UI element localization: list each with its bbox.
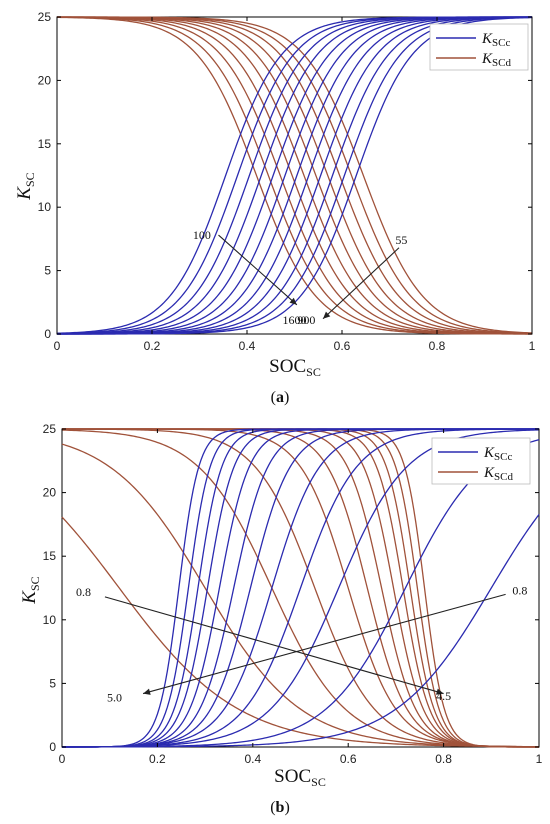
x-tick-label: 0.8	[429, 339, 446, 353]
legend-box	[431, 437, 531, 485]
x-tick-label: 0.2	[144, 339, 161, 353]
x-axis-label-a: SOCSC	[269, 356, 321, 379]
y-tick-label: 10	[43, 613, 57, 627]
annotation-label: 0.8	[512, 584, 527, 598]
legend-a: KSCc KSCd	[429, 23, 529, 71]
series-line-kscd-2	[61, 443, 540, 748]
annotation-label: 5.0	[107, 690, 122, 704]
annotation-label: 4.5	[436, 689, 451, 703]
legend-label: KSCc	[481, 31, 510, 49]
x-tick-label: 0.4	[244, 752, 261, 766]
y-tick-label: 0	[49, 740, 56, 754]
y-tick-label: 15	[43, 549, 57, 563]
x-tick-label: 0.2	[149, 752, 166, 766]
annotation-arrow	[322, 247, 400, 320]
y-tick-label: 20	[38, 73, 52, 87]
annotation-label: 55	[395, 233, 407, 247]
annotation-label: 900	[297, 313, 315, 327]
y-tick-label: 20	[43, 486, 57, 500]
annotation-arrowhead	[435, 688, 444, 695]
annotation-arrowhead	[143, 688, 151, 695]
y-tick-label: 5	[44, 264, 51, 278]
y-axis-label-b: KSC	[19, 576, 42, 604]
legend-box	[429, 23, 529, 71]
annotation-arrow	[104, 596, 444, 695]
legend-label: KSCd	[481, 51, 511, 69]
legend-label: KSCc	[483, 445, 512, 463]
series-line-kscc-12	[62, 514, 540, 748]
x-tick-label: 0.6	[340, 752, 357, 766]
caption-a: (a)	[271, 389, 290, 406]
y-tick-label: 10	[38, 200, 52, 214]
y-tick-label: 25	[38, 10, 52, 24]
series-line-kscd-10	[57, 16, 533, 334]
series-line-kscc-11	[62, 439, 540, 748]
x-tick-label: 0.4	[239, 339, 256, 353]
y-tick-label: 25	[43, 422, 57, 436]
legend-label: KSCd	[483, 465, 513, 483]
annotation-arrow	[142, 593, 506, 695]
x-axis-label-b: SOCSC	[274, 766, 326, 789]
annotations-b: 0.8 4.5 5.0 0.8	[76, 584, 527, 705]
x-tick-label: 0	[54, 339, 61, 353]
x-tick-label: 0	[59, 752, 66, 766]
curves-b	[61, 428, 540, 748]
x-tick-label: 1	[529, 339, 536, 353]
annotation-arrow	[218, 234, 298, 306]
plot-area-a	[56, 16, 533, 335]
annotation-label: 100	[193, 228, 211, 242]
y-tick-label: 5	[49, 676, 56, 690]
annotation-label: 0.8	[76, 585, 91, 599]
x-tick-label: 0.6	[334, 339, 351, 353]
y-tick-label: 15	[38, 137, 52, 151]
caption-b: (b)	[270, 799, 290, 816]
x-tick-label: 0.8	[435, 752, 452, 766]
y-axis-label-a: KSC	[14, 172, 37, 200]
legend-b: KSCc KSCd	[431, 437, 531, 485]
y-tick-label: 0	[44, 327, 51, 341]
x-tick-label: 1	[536, 752, 543, 766]
annotation-arrowhead	[323, 311, 331, 319]
annotation-arrowhead	[289, 297, 297, 305]
annotation-label: 1600	[283, 313, 307, 327]
